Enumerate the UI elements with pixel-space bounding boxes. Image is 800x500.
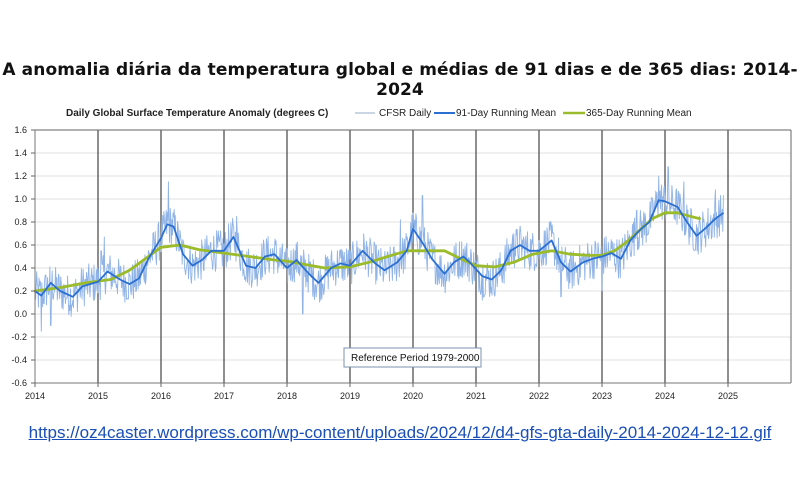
y-tick-labels: 1.6 1.4 1.2 1.0 0.8 0.6 0.4 0.2 0.0 -0.2 -0.4 -0.6 bbox=[11, 125, 35, 388]
y-tick-label: 1.4 bbox=[14, 148, 27, 158]
x-tick-label: 2018 bbox=[277, 391, 297, 401]
y-tick-label: -0.6 bbox=[11, 378, 27, 388]
x-tick-label: 2021 bbox=[466, 391, 486, 401]
x-tick-label: 2023 bbox=[592, 391, 612, 401]
legend-label-365day: 365-Day Running Mean bbox=[586, 108, 692, 119]
y-tick-label: -0.2 bbox=[11, 332, 27, 342]
y-tick-label: 0.6 bbox=[14, 240, 27, 250]
x-tick-label: 2014 bbox=[25, 391, 45, 401]
legend-label-91day: 91-Day Running Mean bbox=[456, 108, 556, 119]
x-tick-label: 2015 bbox=[88, 391, 108, 401]
y-tick-label: 1.0 bbox=[14, 194, 27, 204]
x-tick-label: 2024 bbox=[655, 391, 675, 401]
mean91-series-layer bbox=[34, 199, 725, 298]
y-tick-label: 1.6 bbox=[14, 125, 27, 135]
source-link[interactable]: https://oz4caster.wordpress.com/wp-conte… bbox=[28, 423, 772, 442]
x-tick-labels: 2014 2015 2016 2017 2018 2019 2020 2021 2022 2023… bbox=[25, 383, 738, 401]
mean91-line bbox=[34, 199, 725, 298]
cfsr-daily-line bbox=[34, 166, 724, 332]
annotation-box bbox=[343, 347, 482, 368]
y-tick-label: 0.8 bbox=[14, 217, 27, 227]
y-tick-label: 0.2 bbox=[14, 286, 27, 296]
y-tick-label: 0.4 bbox=[14, 263, 27, 273]
temperature-anomaly-chart: 1.61.41.21.00.80.60.40.20.0-0.2-0.4-0.6 … bbox=[11, 108, 792, 401]
annotation-text: Reference Period 1979-2000 bbox=[351, 353, 480, 364]
y-tick-label: 1.2 bbox=[14, 171, 27, 181]
daily-series-layer bbox=[34, 166, 724, 332]
mean365-line bbox=[33, 211, 701, 293]
x-tick-label: 2025 bbox=[718, 391, 738, 401]
y-tick-label: 0.0 bbox=[14, 309, 27, 319]
mean365-series-layer bbox=[33, 211, 701, 293]
x-tick-label: 2022 bbox=[529, 391, 549, 401]
x-tick-label: 2019 bbox=[340, 391, 360, 401]
x-tick-label: 2020 bbox=[403, 391, 423, 401]
legend-label-daily: CFSR Daily bbox=[379, 108, 431, 119]
slide-title: A anomalia diária da temperatura global … bbox=[2, 60, 798, 100]
legend: CFSR Daily 91-Day Running Mean 365-Day R… bbox=[355, 108, 692, 119]
reference-period-annotation: Reference Period 1979-2000 bbox=[343, 347, 482, 368]
x-tick-label: 2016 bbox=[151, 391, 171, 401]
chart-title: Daily Global Surface Temperature Anomaly… bbox=[66, 108, 328, 119]
x-tick-label: 2017 bbox=[214, 391, 234, 401]
y-tick-label: -0.4 bbox=[11, 355, 27, 365]
